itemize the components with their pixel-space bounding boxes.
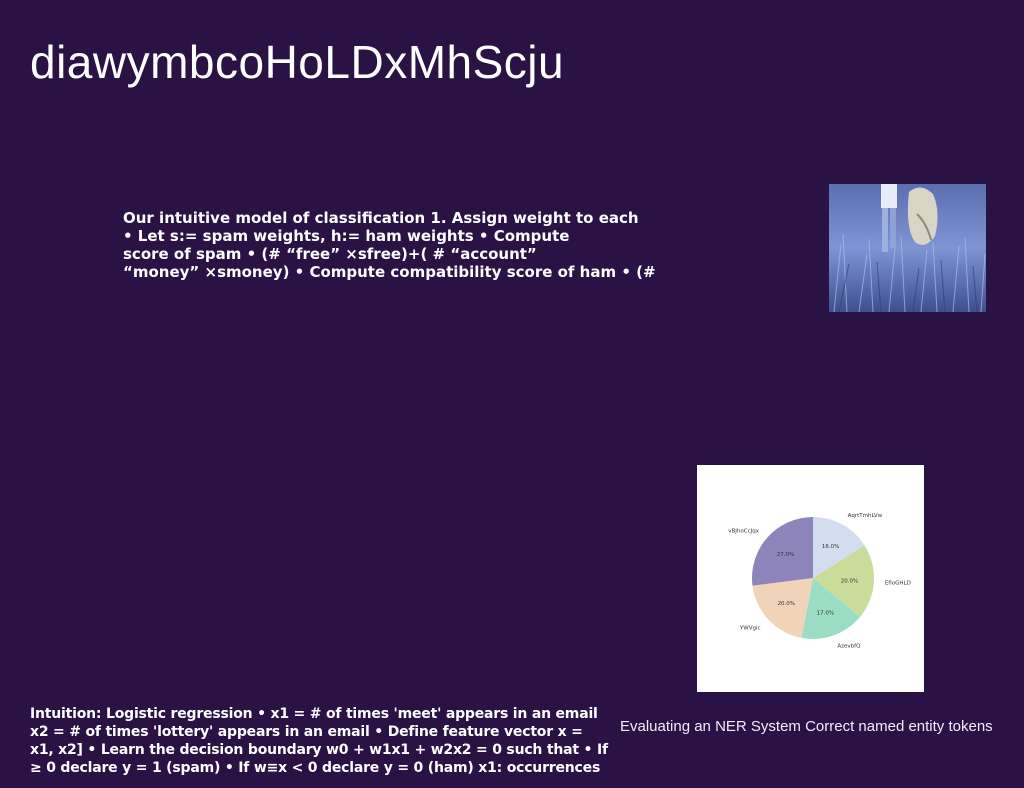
- body-line: “money” ×smoney) • Compute compatibility…: [123, 263, 656, 281]
- body-line: • Let s:= spam weights, h:= ham weights …: [123, 227, 570, 245]
- bottom-text: Intuition: Logistic regression • x1 = # …: [30, 705, 630, 777]
- pie-value-label: 20.0%: [778, 601, 795, 607]
- caption-text: Evaluating an NER System Correct named e…: [620, 718, 993, 735]
- pie-slice: [801, 578, 861, 639]
- pie-value-label: 17.0%: [817, 610, 834, 616]
- pie-category-label: AzevbfQ: [837, 644, 861, 650]
- pie-category-label: AqrtTmhLVw: [848, 513, 883, 519]
- pie-value-label: 20.0%: [841, 578, 858, 584]
- bottom-line: x1, x2] • Learn the decision boundary w0…: [30, 742, 608, 758]
- pie-slice: [813, 517, 865, 578]
- pie-chart: 16.0% AqrtTmhLVw 20.0% EfloGHLD 17.0% AzevbfQ…: [697, 465, 924, 692]
- bottom-line: Intuition: Logistic regression • x1 = # …: [30, 706, 598, 722]
- body-line: Our intuitive model of classification 1.…: [123, 209, 639, 227]
- slide-title: diawymbcoHoLDxMhScju: [30, 36, 565, 88]
- pie-category-label: EfloGHLD: [885, 581, 911, 587]
- pie-value-label: 16.0%: [822, 544, 839, 550]
- pie-chart-svg: 16.0% AqrtTmhLVw 20.0% EfloGHLD 17.0% AzevbfQ…: [728, 513, 911, 650]
- pie-slice: [813, 545, 874, 617]
- photo-image: [829, 184, 986, 312]
- pie-slice: [752, 517, 813, 586]
- pie-value-label: 27.0%: [777, 552, 794, 558]
- pie-slice: [752, 578, 813, 638]
- pie-category-label: YWVgic: [739, 625, 761, 631]
- body-text: Our intuitive model of classification 1.…: [123, 209, 703, 281]
- bottom-line: x2 = # of times 'lottery' appears in an …: [30, 724, 583, 740]
- body-line: score of spam • (# “free” ×sfree)+( # “a…: [123, 245, 537, 263]
- bottom-line: ≥ 0 declare y = 1 (spam) • If w≡x < 0 de…: [30, 760, 601, 776]
- pie-category-label: vBJhoCcJqx: [728, 528, 759, 534]
- photo-people-in-grass-icon: [829, 184, 986, 312]
